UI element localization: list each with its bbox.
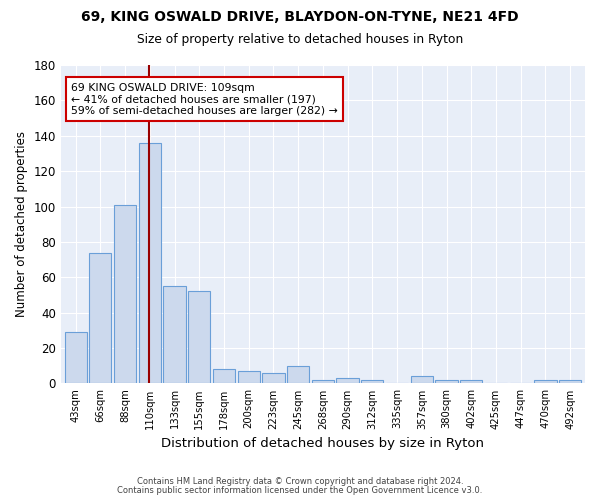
- Bar: [559, 380, 581, 384]
- Text: Contains public sector information licensed under the Open Government Licence v3: Contains public sector information licen…: [118, 486, 482, 495]
- Bar: [114, 205, 136, 384]
- Bar: [213, 370, 235, 384]
- Bar: [535, 380, 557, 384]
- Text: 69, KING OSWALD DRIVE, BLAYDON-ON-TYNE, NE21 4FD: 69, KING OSWALD DRIVE, BLAYDON-ON-TYNE, …: [81, 10, 519, 24]
- Bar: [163, 286, 185, 384]
- Y-axis label: Number of detached properties: Number of detached properties: [15, 131, 28, 317]
- Bar: [89, 252, 112, 384]
- Text: Size of property relative to detached houses in Ryton: Size of property relative to detached ho…: [137, 32, 463, 46]
- Bar: [65, 332, 87, 384]
- Bar: [238, 371, 260, 384]
- Text: Contains HM Land Registry data © Crown copyright and database right 2024.: Contains HM Land Registry data © Crown c…: [137, 477, 463, 486]
- Text: 69 KING OSWALD DRIVE: 109sqm
← 41% of detached houses are smaller (197)
59% of s: 69 KING OSWALD DRIVE: 109sqm ← 41% of de…: [71, 82, 338, 116]
- Bar: [410, 376, 433, 384]
- Bar: [312, 380, 334, 384]
- Bar: [436, 380, 458, 384]
- Bar: [287, 366, 309, 384]
- Bar: [361, 380, 383, 384]
- X-axis label: Distribution of detached houses by size in Ryton: Distribution of detached houses by size …: [161, 437, 484, 450]
- Bar: [262, 373, 284, 384]
- Bar: [188, 292, 211, 384]
- Bar: [337, 378, 359, 384]
- Bar: [139, 143, 161, 384]
- Bar: [460, 380, 482, 384]
